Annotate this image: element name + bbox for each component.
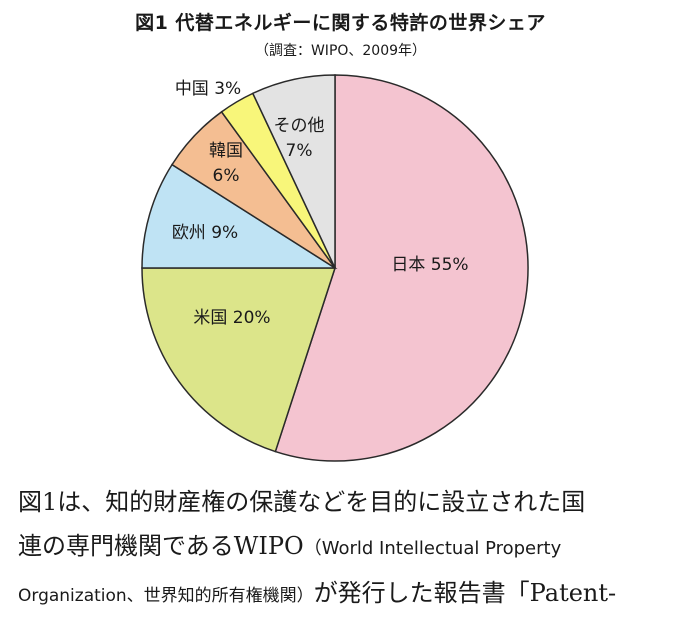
article-line: 連の専門機関であるWIPO（World Intellectual Propert… bbox=[18, 524, 668, 571]
slice-label: 欧州 9% bbox=[172, 223, 238, 243]
slice-label: 日本 55% bbox=[391, 255, 468, 275]
article-text: 図1は、知的財産権の保護などを目的に設立された国 連の専門機関であるWIPO（W… bbox=[18, 480, 668, 618]
article-line: 図1は、知的財産権の保護などを目的に設立された国 bbox=[18, 488, 586, 516]
slice-label: 中国 3% bbox=[175, 79, 241, 99]
pie-slice bbox=[141, 267, 337, 453]
article-line: Organization、世界知的所有権機関）が発行した報告書「Patent- bbox=[18, 571, 668, 618]
chart-subtitle: （調査：WIPO、2009年） bbox=[254, 43, 427, 59]
slice-label: その他 7% bbox=[274, 116, 325, 161]
article-text-segment: （World Intellectual Property bbox=[303, 538, 562, 559]
article-text-segment: Organization、世界知的所有権機関） bbox=[18, 586, 314, 606]
pie-slice bbox=[274, 74, 529, 462]
pie-chart: 日本 55% 米国 20% 欧州 9% 韓国 6% 中国 3% その他 7% bbox=[141, 74, 529, 462]
article-text-segment: が発行した報告書「Patent- bbox=[313, 579, 617, 607]
chart-title: 図1 代替エネルギーに関する特許の世界シェア bbox=[135, 12, 546, 34]
pie-slice bbox=[251, 74, 336, 269]
slice-label: 米国 20% bbox=[193, 308, 270, 328]
article-text-segment: 連の専門機関であるWIPO bbox=[18, 532, 304, 560]
slice-label: 韓国 6% bbox=[209, 141, 243, 186]
pie-slice bbox=[141, 163, 338, 269]
